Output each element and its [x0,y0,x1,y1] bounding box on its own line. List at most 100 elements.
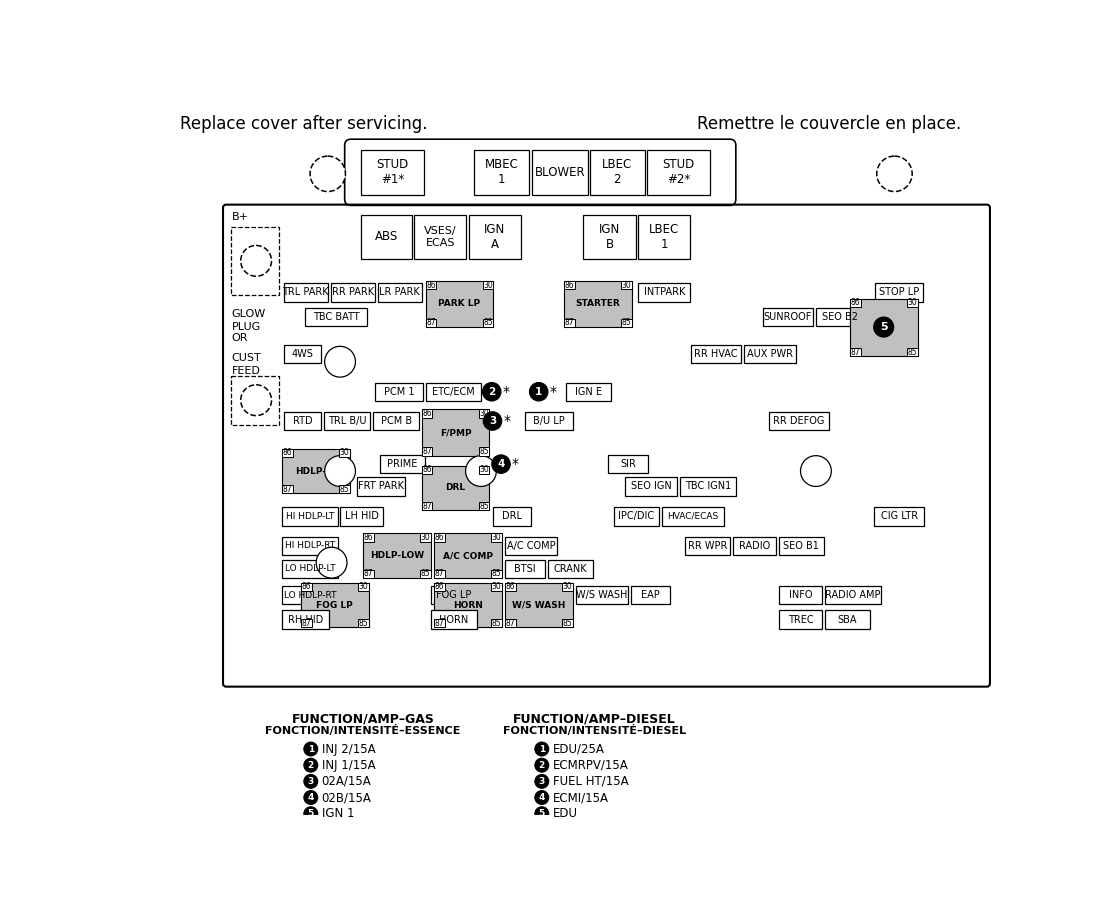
Bar [681,477,736,496]
Text: 85: 85 [339,485,349,494]
Text: IPC/DIC: IPC/DIC [619,511,654,521]
Text: Remettre le couvercle en place.: Remettre le couvercle en place. [698,115,962,133]
Text: FOG LP: FOG LP [316,601,353,609]
Bar [357,477,405,496]
Bar [434,583,501,627]
Bar [505,560,545,578]
Text: 5: 5 [879,322,887,333]
Text: HORN: HORN [439,615,469,625]
Text: ECMI/15A: ECMI/15A [552,791,609,804]
Bar [340,507,384,526]
Bar [479,465,489,474]
Bar [491,570,501,578]
Text: PRIME: PRIME [387,459,418,469]
Text: 1: 1 [307,745,314,754]
Bar [769,412,830,431]
Bar [324,412,370,431]
Bar [621,319,632,327]
Text: SEO B1: SEO B1 [783,540,820,551]
Bar [283,449,350,494]
Text: FUNCTION/AMP–DIESEL: FUNCTION/AMP–DIESEL [512,712,675,725]
Bar [685,537,730,555]
Bar [358,583,368,591]
Text: FRT PARK: FRT PARK [358,482,404,492]
Bar [421,465,433,474]
Text: 30: 30 [491,533,501,542]
Bar [479,447,489,455]
Bar [431,610,477,629]
Bar [733,537,776,555]
Text: STUD
#2*: STUD #2* [663,158,695,186]
Bar [638,215,691,258]
Bar [743,344,796,364]
Bar [283,449,293,457]
Text: IGN E: IGN E [576,387,602,397]
Circle shape [535,774,549,789]
Bar [421,502,433,510]
Text: 86: 86 [364,533,374,542]
Bar [505,583,572,627]
Circle shape [304,758,317,772]
Bar [434,533,445,542]
Bar [363,570,374,578]
Bar [907,348,917,356]
Bar [907,299,917,307]
Text: 87: 87 [423,502,431,510]
Text: 85: 85 [907,347,917,356]
Text: A/C COMP: A/C COMP [507,540,556,551]
Text: 87: 87 [506,618,515,627]
Text: 4: 4 [497,459,505,469]
Text: SIR: SIR [620,459,635,469]
Text: 87: 87 [435,618,445,627]
Text: 30: 30 [479,465,489,474]
Text: PCM 1: PCM 1 [384,387,415,397]
Text: INTPARK: INTPARK [643,288,685,298]
Circle shape [874,317,894,337]
Text: VSES/
ECAS: VSES/ ECAS [424,226,457,247]
Circle shape [801,455,832,486]
Text: 87: 87 [302,618,311,627]
Text: 85: 85 [479,447,489,456]
Text: SEO B2: SEO B2 [822,312,857,322]
Bar [363,533,374,542]
Text: 02A/15A: 02A/15A [322,775,372,788]
Bar [283,485,293,494]
Text: 87: 87 [426,319,436,327]
Text: TRL PARK: TRL PARK [283,288,329,298]
Text: 30: 30 [562,583,572,592]
Bar [421,409,489,455]
Text: DRL: DRL [501,511,521,521]
Circle shape [466,455,497,486]
Bar [360,215,411,258]
Bar [564,281,632,327]
Text: INFO: INFO [788,590,812,600]
Circle shape [325,455,356,486]
Text: IGN
A: IGN A [485,223,506,251]
Text: DRL: DRL [446,484,466,493]
Text: STUD
#1*: STUD #1* [376,158,408,186]
Bar [301,583,312,591]
Circle shape [535,742,549,756]
Text: GLOW
PLUG: GLOW PLUG [232,309,266,332]
Text: EAP: EAP [641,590,660,600]
Text: 86: 86 [506,583,515,592]
Text: 85: 85 [491,570,501,578]
Text: 85: 85 [562,618,572,627]
Text: 30: 30 [358,583,368,592]
Bar [562,619,572,627]
Text: 86: 86 [423,465,431,474]
Text: 86: 86 [302,583,311,592]
Text: CIG LTR: CIG LTR [881,511,917,521]
Text: 87: 87 [851,347,859,356]
Bar [426,281,494,327]
Text: 5: 5 [307,809,314,818]
Bar [434,583,445,591]
Text: STOP LP: STOP LP [879,288,919,298]
Text: SUNROOF: SUNROOF [764,312,812,322]
Text: SBA: SBA [837,615,857,625]
Text: RR WPR: RR WPR [688,540,728,551]
Bar [421,465,489,510]
Bar [779,610,822,629]
Text: 30: 30 [420,533,430,542]
Circle shape [241,385,272,416]
